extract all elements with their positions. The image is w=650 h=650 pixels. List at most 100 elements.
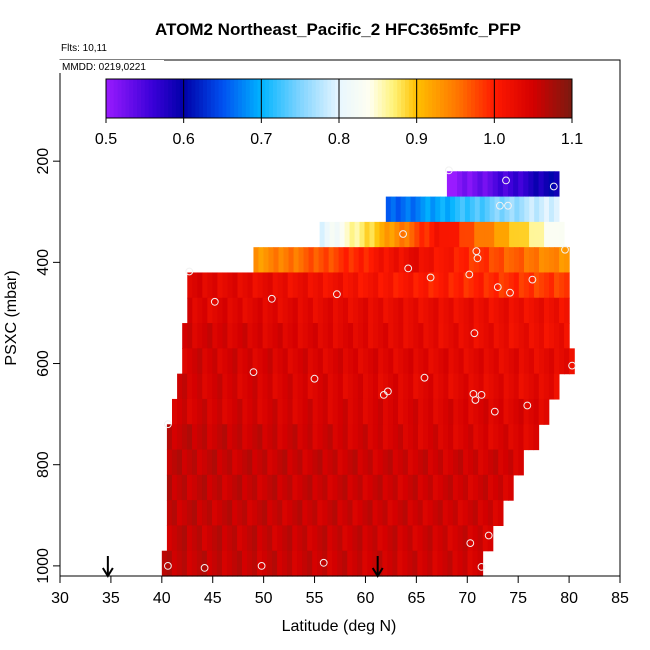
heatmap-cell xyxy=(503,323,510,349)
heatmap-cell xyxy=(312,297,319,324)
heatmap-cell xyxy=(337,398,344,425)
heatmap-cell xyxy=(408,348,414,375)
heatmap-cell xyxy=(267,525,273,552)
heatmap-cell xyxy=(533,373,540,400)
heatmap-cell xyxy=(327,525,333,552)
heatmap-cell xyxy=(327,323,334,349)
heatmap-cell xyxy=(498,348,505,375)
heatmap-cell xyxy=(387,424,394,451)
heatmap-cell xyxy=(377,500,384,527)
heatmap-cell xyxy=(327,373,334,400)
heatmap-cell xyxy=(262,449,268,476)
heatmap-cell xyxy=(297,297,304,324)
heatmap-cell xyxy=(503,449,509,476)
x-tick-label: 85 xyxy=(611,590,629,607)
colorbar-segment xyxy=(439,79,445,118)
heatmap-cell xyxy=(493,424,499,451)
heatmap-cell xyxy=(468,323,475,349)
heatmap-cell xyxy=(518,297,525,324)
heatmap-cell xyxy=(407,424,414,451)
sample-point xyxy=(267,294,276,303)
heatmap-cell xyxy=(347,525,353,552)
heatmap-cell xyxy=(447,474,454,501)
heatmap-cell xyxy=(397,500,404,527)
heatmap-cell xyxy=(292,323,299,349)
heatmap-cell xyxy=(559,272,565,299)
heatmap-cell xyxy=(302,424,309,451)
heatmap-cell xyxy=(528,297,535,324)
heatmap-cell xyxy=(403,373,409,400)
heatmap-cell xyxy=(487,171,494,198)
heatmap-cell xyxy=(377,424,384,451)
heatmap-cell xyxy=(508,424,515,451)
heatmap-cell xyxy=(433,424,439,451)
heatmap-cell xyxy=(533,171,540,198)
heatmap-cell xyxy=(513,171,519,198)
heatmap-cell xyxy=(452,525,459,552)
heatmap-cell xyxy=(327,474,334,501)
heatmap-cell xyxy=(277,348,284,375)
heatmap-cell xyxy=(433,398,439,425)
colorbar-segment xyxy=(210,79,216,118)
heatmap-cell xyxy=(463,398,469,425)
colorbar: 0.5 0.6 0.7 0.8 0.9 1.0 1.1 xyxy=(95,78,583,148)
heatmap-cell xyxy=(272,297,279,324)
heatmap-cell xyxy=(302,500,308,527)
heatmap-cell xyxy=(403,348,409,375)
heatmap-cell xyxy=(348,297,354,324)
heatmap-cell xyxy=(413,297,419,324)
heatmap-cell xyxy=(247,398,253,425)
heatmap-cell xyxy=(197,474,203,501)
heatmap-cell xyxy=(207,373,213,400)
heatmap-cell xyxy=(477,525,484,552)
heatmap-cell xyxy=(508,323,515,349)
heatmap-cell xyxy=(559,247,565,274)
heatmap-cell xyxy=(237,398,243,425)
heatmap-cell xyxy=(398,297,404,324)
heatmap-cell xyxy=(564,297,570,324)
heatmap-cell xyxy=(212,449,218,476)
heatmap-cell xyxy=(242,398,248,425)
heatmap-cell xyxy=(252,474,258,501)
colorbar-segment xyxy=(265,79,270,118)
heatmap-cell xyxy=(433,297,440,324)
x-tick-label: 75 xyxy=(509,590,527,607)
colorbar-segment xyxy=(272,79,278,118)
heatmap-cell xyxy=(352,500,359,527)
heatmap-cell xyxy=(513,323,520,349)
heatmap-cell xyxy=(372,398,379,425)
heatmap-cell xyxy=(187,424,193,451)
heatmap-cell xyxy=(462,474,469,501)
heatmap-cell xyxy=(378,348,384,375)
heatmap-cell xyxy=(377,398,384,425)
heatmap-cell xyxy=(257,398,264,425)
heatmap-cell xyxy=(302,550,308,577)
heatmap-cell xyxy=(287,525,293,552)
sample-point xyxy=(471,396,480,404)
sample-point xyxy=(404,264,413,273)
heatmap-cell xyxy=(217,424,223,451)
sample-point xyxy=(549,182,558,191)
heatmap-cell xyxy=(379,221,386,248)
colorbar-segment xyxy=(129,79,134,118)
heatmap-cell xyxy=(378,272,384,299)
heatmap-cell xyxy=(247,525,253,552)
heatmap-cell xyxy=(348,272,354,299)
heatmap-cell xyxy=(452,171,458,198)
heatmap-cell xyxy=(538,171,545,198)
heatmap-cell xyxy=(192,323,198,349)
heatmap-cell xyxy=(528,272,535,299)
heatmap-cell xyxy=(518,424,525,451)
heatmap-cell xyxy=(272,424,278,451)
heatmap-cell xyxy=(297,323,304,349)
heatmap-cell xyxy=(467,474,474,501)
sample-point xyxy=(445,166,453,175)
heatmap-cell xyxy=(523,171,529,198)
heatmap-cell xyxy=(191,500,198,527)
heatmap-cell xyxy=(458,373,465,400)
heatmap-cell xyxy=(267,297,274,324)
heatmap-cell xyxy=(257,474,263,501)
heatmap-cell xyxy=(227,424,233,451)
heatmap-cell xyxy=(422,474,429,501)
heatmap-cell xyxy=(357,373,364,400)
